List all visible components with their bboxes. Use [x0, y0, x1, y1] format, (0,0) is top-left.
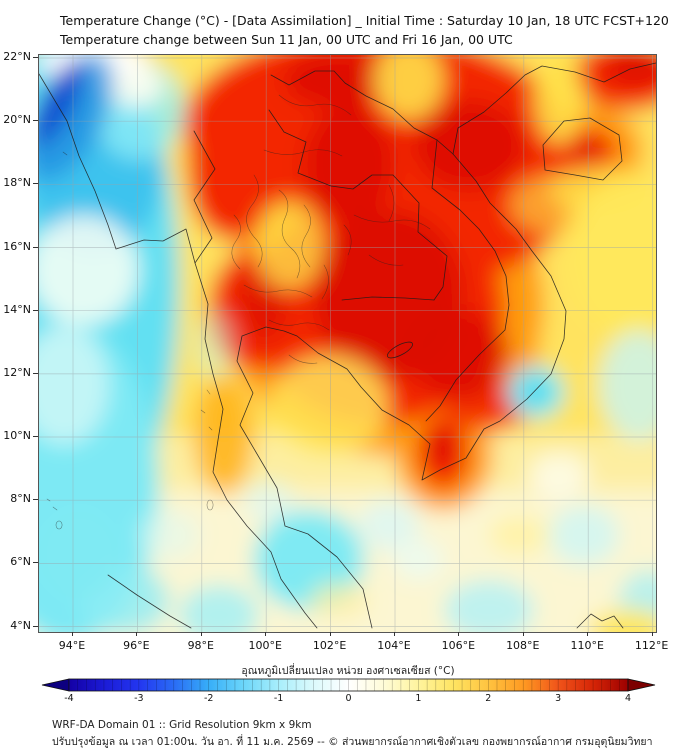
x-axis: 94°E 96°E 98°E 100°E 102°E 104°E 106°E 108°E 110… — [38, 632, 668, 658]
y-tick-label: 16°N — [3, 239, 31, 253]
y-tick-label: 14°N — [3, 302, 31, 316]
temperature-map — [39, 55, 656, 632]
x-tick-label: 100°E — [248, 639, 282, 652]
x-tick-mark — [522, 632, 524, 636]
x-tick-label: 106°E — [441, 639, 476, 652]
y-axis: 22°N 20°N 18°N 16°N 14°N 12°N 10°N 8°N 6°N 4°N — [0, 50, 38, 632]
y-tick-mark — [33, 562, 38, 564]
x-tick-mark — [329, 632, 331, 636]
map-plot-area — [38, 54, 657, 633]
x-tick-mark — [136, 632, 138, 636]
cb-tick-label: -4 — [64, 693, 74, 704]
y-tick-mark — [33, 120, 38, 122]
cb-tick-label: 4 — [624, 693, 632, 704]
x-tick-label: 104°E — [377, 639, 411, 652]
y-tick-label: 8°N — [10, 492, 31, 506]
x-tick-label: 110°E — [570, 639, 604, 652]
x-tick-label: 96°E — [123, 639, 150, 652]
y-tick-label: 6°N — [10, 555, 31, 569]
y-tick-mark — [33, 246, 38, 248]
footer-line-2: ปรับปรุงข้อมูล ณ เวลา 01:00น. วัน อา. ที… — [52, 736, 653, 748]
coastline-borders — [39, 62, 656, 629]
y-tick-label: 18°N — [3, 176, 31, 190]
y-tick-mark — [33, 57, 38, 58]
cb-tick-label: 2 — [485, 693, 492, 704]
colorbar-gradient-bar — [41, 678, 656, 692]
colorbar-ticks: -4 -3 -2 -1 0 1 2 3 4 — [40, 693, 656, 707]
y-tick-mark — [33, 372, 38, 374]
title-line-1: Temperature Change (°C) - [Data Assimila… — [60, 13, 669, 28]
footer-line-1: WRF-DA Domain 01 :: Grid Resolution 9km … — [52, 719, 312, 731]
y-tick-label: 10°N — [3, 429, 31, 443]
x-tick-label: 108°E — [506, 639, 540, 652]
y-tick-mark — [33, 309, 38, 311]
x-tick-mark — [458, 632, 460, 636]
title-line-2: Temperature change between Sun 11 Jan, 0… — [60, 31, 513, 47]
footer: WRF-DA Domain 01 :: Grid Resolution 9km … — [52, 717, 652, 751]
y-tick-mark — [33, 436, 38, 438]
cb-tick-label: -3 — [134, 693, 144, 704]
cb-tick-label: 3 — [555, 693, 562, 704]
x-tick-mark — [200, 632, 202, 636]
x-tick-mark — [587, 632, 589, 636]
y-tick-mark — [33, 499, 38, 501]
cb-tick-label: 1 — [415, 693, 422, 704]
x-tick-mark — [265, 632, 267, 636]
cb-tick-label: -2 — [204, 693, 214, 704]
cb-tick-label: 0 — [345, 693, 352, 704]
x-tick-label: 94°E — [58, 639, 86, 652]
y-tick-mark — [33, 625, 38, 627]
x-tick-mark — [651, 632, 653, 636]
colorbar: อุณหภูมิเปลี่ยนแปลง หน่วย องศาเซลเซียส (… — [40, 662, 656, 710]
y-tick-label: 12°N — [3, 365, 31, 379]
y-tick-label: 4°N — [10, 618, 31, 632]
y-tick-label: 22°N — [3, 50, 31, 63]
x-tick-label: 102°E — [312, 639, 347, 652]
x-tick-mark — [72, 632, 73, 636]
y-tick-label: 20°N — [3, 113, 31, 127]
cb-tick-label: -1 — [273, 693, 284, 704]
x-tick-label: 112°E — [634, 639, 669, 652]
x-tick-label: 98°E — [187, 639, 215, 652]
y-tick-mark — [33, 183, 38, 185]
figure-title: Temperature Change (°C) - [Data Assimila… — [60, 12, 669, 49]
x-tick-mark — [394, 632, 395, 636]
colorbar-title: อุณหภูมิเปลี่ยนแปลง หน่วย องศาเซลเซียส (… — [241, 665, 455, 677]
province-borders — [46, 94, 431, 530]
